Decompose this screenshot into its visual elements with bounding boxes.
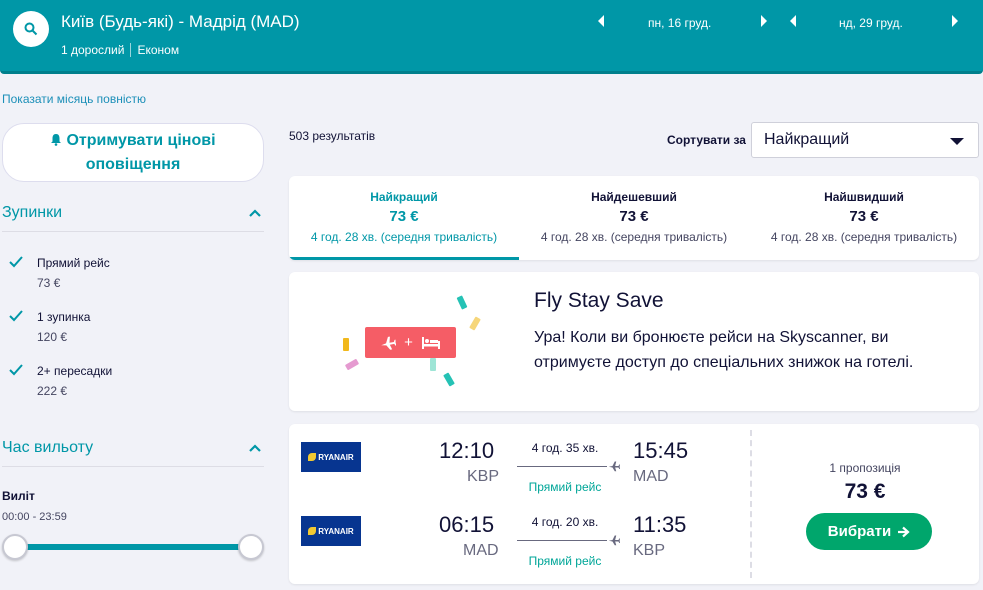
divider	[130, 43, 132, 57]
airline-name: RYANAIR	[318, 452, 354, 462]
arrival-airport: MAD	[633, 468, 669, 485]
tab-duration: 4 год. 28 хв. (середня тривалість)	[540, 230, 728, 244]
next-return-date-icon[interactable]	[950, 14, 960, 28]
confetti	[469, 316, 481, 331]
confetti	[343, 338, 349, 351]
tab-fastest[interactable]: Найшвидший 73 € 4 год. 28 хв. (середня т…	[749, 176, 979, 260]
checkbox-two-plus-stops[interactable]	[8, 362, 24, 378]
departure-time: 12:10	[439, 438, 495, 463]
tab-duration: 4 год. 28 хв. (середня тривалість)	[770, 230, 958, 244]
tab-label: Найкращий	[370, 190, 438, 204]
show-month-link[interactable]: Показати місяць повністю	[2, 92, 147, 106]
departure-slider-track[interactable]	[12, 544, 252, 550]
chevron-up-icon[interactable]	[248, 208, 262, 218]
chevron-up-icon[interactable]	[248, 443, 262, 453]
tab-best[interactable]: Найкращий 73 € 4 год. 28 хв. (середня тр…	[289, 176, 519, 260]
results-count: 503 результатів	[289, 129, 376, 143]
stops-label: Прямий рейс	[528, 480, 602, 494]
promo-text: Ура! Коли ви бронюєте рейси на Skyscanne…	[534, 329, 914, 371]
departure-label: Виліт	[2, 489, 35, 503]
badge-plus: +	[404, 334, 413, 351]
stop-option-price: 120 €	[37, 330, 68, 344]
plane-icon	[608, 535, 620, 546]
promo-banner: + Fly Stay Save Ура! Коли ви бронюєте ре…	[289, 272, 979, 411]
checkbox-direct[interactable]	[8, 254, 24, 270]
offers-count: 1 пропозиція	[829, 461, 901, 475]
bell-icon	[51, 134, 62, 146]
arrival-airport: KBP	[633, 542, 666, 559]
tab-cheapest[interactable]: Найдешевший 73 € 4 год. 28 хв. (середня …	[519, 176, 749, 260]
departure-time: 06:15	[439, 512, 495, 537]
arrival-time: 15:45	[633, 438, 689, 463]
stop-option-price: 222 €	[37, 384, 68, 398]
slider-end-handle[interactable]	[238, 534, 264, 560]
return-date[interactable]: нд, 29 груд.	[839, 16, 903, 30]
search-button[interactable]	[13, 11, 49, 47]
route-line	[517, 466, 607, 467]
departure-airport: MAD	[463, 542, 499, 559]
search-details[interactable]: 1 дорослий Економ	[61, 43, 179, 57]
confetti	[456, 295, 468, 310]
airline-logo: RYANAIR	[301, 516, 361, 546]
plane-icon	[381, 336, 397, 350]
checkbox-one-stop[interactable]	[8, 308, 24, 324]
stop-option-price: 73 €	[37, 276, 61, 290]
select-button-label: Вибрати	[827, 523, 892, 540]
bed-icon	[421, 336, 440, 349]
sort-value: Найкращий	[764, 131, 850, 148]
airline-logo: RYANAIR	[301, 442, 361, 472]
arrow-right-icon	[898, 526, 910, 537]
departure-time-section-title[interactable]: Час вильоту	[2, 439, 94, 456]
sort-label: Сортувати за	[667, 133, 746, 147]
divider	[2, 231, 264, 232]
select-flight-button[interactable]: Вибрати	[806, 513, 932, 550]
stop-option-label[interactable]: Прямий рейс	[37, 256, 110, 270]
confetti	[344, 358, 360, 371]
flight-duration: 4 год. 35 хв.	[531, 441, 599, 455]
prev-return-date-icon[interactable]	[788, 14, 798, 28]
divider	[2, 466, 264, 467]
plane-icon	[608, 461, 620, 472]
harp-icon	[308, 453, 317, 461]
route-title[interactable]: Київ (Будь-які) - Мадрід (MAD)	[61, 12, 300, 31]
stops-section-title[interactable]: Зупинки	[2, 204, 63, 221]
price-alert-label: Отримувати цінові оповіщення	[66, 132, 216, 173]
airline-name: RYANAIR	[318, 526, 354, 536]
prev-depart-date-icon[interactable]	[596, 14, 606, 28]
search-icon	[24, 22, 38, 36]
tab-price: 73 €	[849, 208, 879, 225]
tab-price: 73 €	[389, 208, 419, 225]
route-line	[517, 540, 607, 541]
slider-start-handle[interactable]	[2, 534, 28, 560]
flight-duration: 4 год. 20 хв.	[531, 515, 599, 529]
flight-price: 73 €	[844, 480, 886, 503]
departure-range: 00:00 - 23:59	[2, 511, 67, 523]
caret-down-icon	[950, 138, 964, 145]
passengers-label: 1 дорослий	[61, 43, 125, 57]
tab-duration: 4 год. 28 хв. (середня тривалість)	[310, 230, 498, 244]
stop-option-label[interactable]: 2+ пересадки	[37, 364, 113, 378]
card-divider	[750, 430, 752, 578]
departure-airport: KBP	[467, 468, 500, 485]
flight-hotel-badge: +	[365, 327, 456, 358]
search-header: Київ (Будь-які) - Мадрід (MAD) 1 доросли…	[0, 0, 983, 74]
sort-select[interactable]: Найкращий	[751, 122, 979, 158]
tab-label: Найшвидший	[824, 190, 904, 204]
tab-price: 73 €	[619, 208, 649, 225]
tab-label: Найдешевший	[591, 190, 677, 204]
confetti	[430, 358, 436, 371]
flight-result-card[interactable]: RYANAIR 12:10 KBP 4 год. 35 хв. Прямий р…	[289, 424, 979, 584]
cabin-label: Економ	[137, 43, 180, 57]
next-depart-date-icon[interactable]	[759, 14, 769, 28]
depart-date[interactable]: пн, 16 груд.	[648, 16, 712, 30]
price-alert-button[interactable]: Отримувати цінові оповіщення	[2, 123, 264, 182]
stops-label: Прямий рейс	[528, 554, 602, 568]
arrival-time: 11:35	[633, 512, 687, 537]
promo-title: Fly Stay Save	[534, 289, 664, 312]
harp-icon	[308, 527, 317, 535]
stop-option-label[interactable]: 1 зупинка	[37, 310, 91, 324]
confetti	[443, 372, 455, 387]
sort-tabs: Найкращий 73 € 4 год. 28 хв. (середня тр…	[289, 176, 979, 260]
